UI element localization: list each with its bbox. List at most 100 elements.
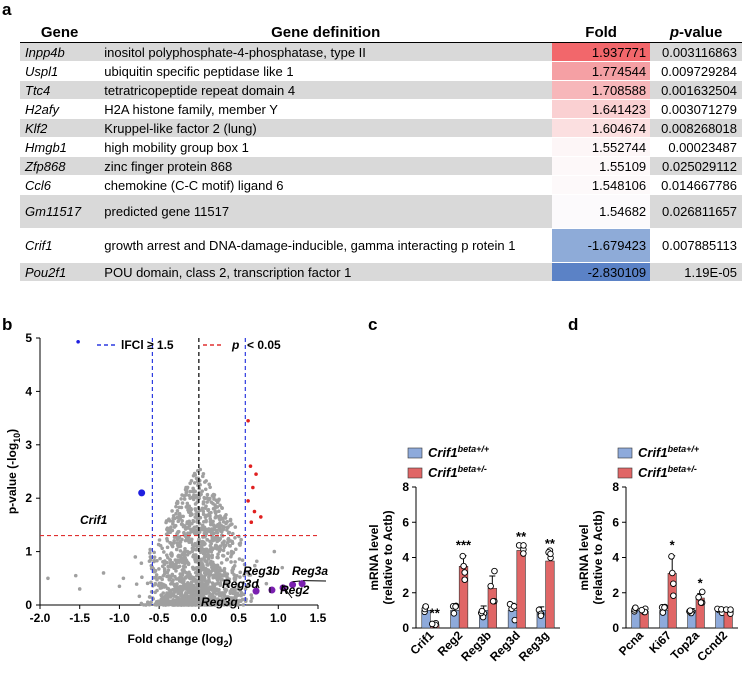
significance-marker: * [670,538,676,553]
grey-point [219,568,223,573]
grey-point [186,531,190,535]
table-row: Inpp4b inositol polyphosphate-4-phosphata… [20,42,742,62]
data-point [491,567,498,575]
grey-point [169,588,174,593]
grey-point [175,537,180,542]
y-tick-label: 1 [25,545,32,559]
grey-point [117,584,122,589]
grey-point [230,541,235,546]
grey-point [152,550,156,555]
grey-point [207,577,211,582]
grey-point [188,481,192,486]
grey-point [183,549,187,553]
grey-point [204,547,209,552]
grey-point [140,575,144,580]
grey-point [187,510,191,514]
grey-point [212,584,217,589]
y-axis-title: p-value (-log10) [5,429,22,514]
grey-point [189,506,193,511]
grey-point [153,590,158,595]
grey-point [192,593,196,598]
grey-point [218,536,223,541]
grey-point [222,525,226,529]
grey-point [211,560,215,565]
gene-label: Reg3d [222,577,259,591]
grey-point [152,575,156,580]
pvalue-cell: 0.008268018 [650,118,742,138]
grey-point [237,542,242,546]
grey-point [185,521,189,526]
fold-cell: 1.548106 [552,175,651,195]
grey-point [210,555,214,560]
grey-point [152,555,157,559]
table-header-row: Gene Gene definition Fold p-value [20,22,742,43]
grey-point [152,569,156,574]
grey-point [240,558,245,562]
x-axis-title: Fold change (log2) [127,632,232,649]
grey-point [201,501,206,506]
grey-point [185,501,190,506]
bar [545,560,555,629]
grey-point [201,599,206,604]
grey-point [157,538,162,542]
grey-point [187,600,191,604]
grey-point [206,507,211,512]
grey-point [245,583,249,588]
grey-point [233,560,237,564]
gene-cell: Pou2f1 [20,262,100,282]
grey-point [202,571,207,575]
grey-point [230,522,234,526]
grey-point [171,513,176,518]
grey-point [193,502,198,506]
grey-point [174,511,178,516]
x-tick-label: -1.5 [69,611,90,625]
grey-point [183,538,188,543]
data-point [478,607,486,615]
grey-point [157,581,162,586]
grey-point [207,572,211,576]
grey-point [211,602,216,607]
grey-point [177,511,182,516]
grey-point [214,528,219,533]
grey-point [218,601,222,606]
grey-point [209,500,214,504]
grey-point [184,490,189,495]
grey-point [232,577,237,581]
grey-point [180,576,185,581]
grey-point [214,514,218,518]
grey-point [77,587,82,591]
grey-point [217,509,221,513]
grey-point [203,558,207,563]
grey-point [207,497,211,501]
grey-point [217,521,222,526]
grey-point [137,594,142,599]
grey-point [192,543,197,548]
grey-point [243,587,248,591]
legend-het-swatch [407,467,423,479]
y-tick-label: 2 [402,586,409,600]
grey-point [203,528,207,533]
panel-label-a: a [2,0,12,19]
grey-point [165,545,170,550]
y-tick-label: 2 [612,586,619,600]
grey-point [150,565,154,569]
significance-marker: ** [545,536,556,551]
data-point [452,603,459,610]
grey-point [195,524,199,529]
grey-point [228,544,232,548]
grey-point [248,573,253,577]
grey-point [182,568,186,573]
grey-point [214,543,218,548]
grey-point [199,590,204,595]
grey-point [199,546,203,550]
grey-point [161,573,166,578]
grey-point [249,593,254,597]
grey-point [101,571,106,575]
grey-point [250,596,254,600]
grey-point [222,573,227,578]
data-point [450,610,458,617]
grey-point [162,598,167,602]
panel-label-d: d [568,315,579,334]
up-point [252,509,257,514]
grey-point [166,555,170,560]
